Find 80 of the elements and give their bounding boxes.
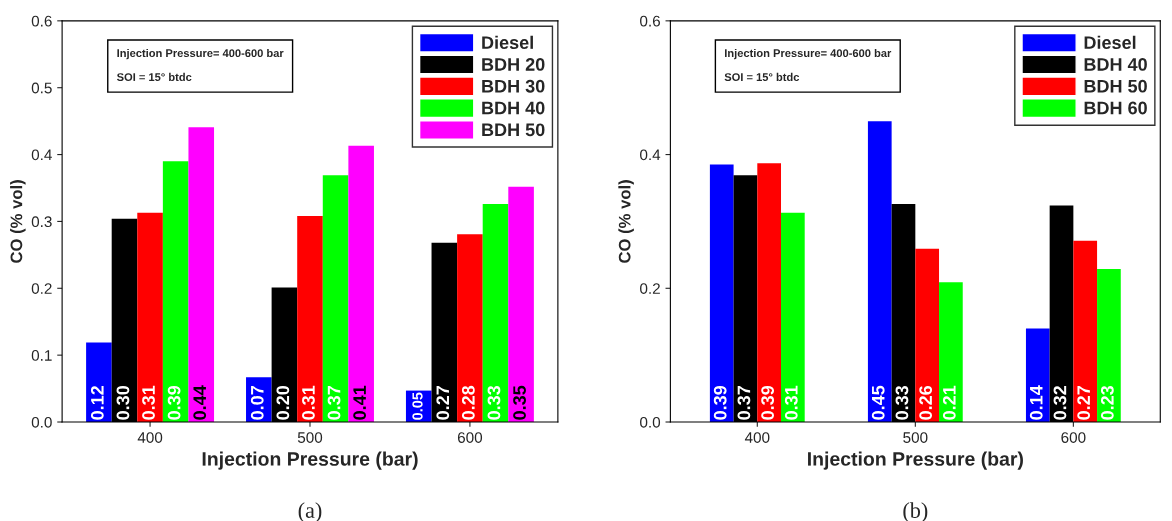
data-label: 0.33 (895, 385, 909, 420)
bar (709, 164, 734, 423)
legend-label: BDH 40 (482, 101, 545, 115)
bar (162, 161, 189, 423)
bar (322, 175, 349, 423)
data-label: 0.39 (761, 385, 775, 420)
data-label: 0.07 (250, 386, 264, 420)
x-tick-label: 600 (457, 432, 483, 443)
data-label: 0.32 (1053, 385, 1067, 420)
data-label: 0.37 (737, 386, 751, 420)
x-axis-title: Injection Pressure (bar) (808, 451, 1023, 470)
bar (1073, 240, 1098, 423)
data-label: 0.23 (1100, 385, 1114, 420)
data-label: 0.35 (513, 385, 526, 420)
data-label: 0.21 (942, 385, 956, 420)
y-tick-label: 0.0 (31, 416, 52, 428)
y-tick-label: 0.6 (31, 15, 52, 27)
bar (1097, 268, 1121, 423)
legend-label: BDH 40 (1084, 58, 1147, 71)
y-tick-label: 0.2 (31, 283, 52, 294)
y-tick-label: 0.4 (640, 149, 661, 161)
legend-label: BDH 20 (482, 58, 545, 71)
legend-label: Diesel (1084, 35, 1136, 49)
data-label: 0.39 (713, 385, 727, 420)
x-axis-title: Injection Pressure (bar) (202, 451, 418, 470)
bar (508, 186, 534, 423)
annotation: SOI = 15° btdc (116, 72, 192, 82)
y-axis-title: CO (% vol) (618, 180, 634, 263)
x-tick-label: 500 (297, 432, 323, 443)
data-label: 0.27 (436, 386, 450, 420)
y-tick-label: 0.3 (31, 216, 52, 228)
x-tick-label: 600 (1061, 432, 1086, 443)
y-tick-label: 0.1 (31, 350, 52, 361)
annotation: Injection Pressure= 400-600 bar (117, 48, 284, 60)
y-axis-title: CO (% vol) (10, 180, 26, 263)
y-tick-label: 0.0 (640, 416, 661, 428)
data-label: 0.12 (90, 385, 104, 420)
y-tick-label: 0.5 (31, 82, 52, 94)
data-label: 0.14 (1029, 385, 1043, 420)
data-label: 0.31 (302, 385, 315, 420)
data-label: 0.30 (116, 386, 130, 420)
bar (1025, 328, 1050, 423)
data-label: 0.44 (193, 385, 207, 420)
data-label: 0.33 (487, 385, 501, 420)
data-label: 0.31 (784, 385, 798, 420)
data-label: 0.45 (871, 385, 885, 420)
bar (757, 163, 782, 423)
bar (137, 212, 163, 423)
x-tick-label: 400 (137, 432, 163, 443)
legend-label: BDH 50 (1084, 79, 1147, 93)
bar (482, 204, 509, 423)
data-label: 0.28 (461, 385, 475, 420)
y-tick-label: 0.6 (640, 15, 660, 27)
bar (781, 212, 805, 423)
y-tick-label: 0.2 (640, 283, 660, 294)
bar (348, 145, 374, 423)
legend-label: BDH 30 (482, 79, 545, 93)
bar (915, 248, 940, 423)
x-tick-label: 500 (903, 432, 928, 443)
data-label: 0.27 (1077, 386, 1091, 420)
bar (939, 282, 963, 423)
data-label: 0.41 (353, 385, 367, 420)
legend-label: BDH 50 (482, 123, 545, 137)
x-tick-label: 400 (744, 432, 770, 443)
annotation: SOI = 15° btdc (724, 72, 800, 82)
data-label: 0.26 (919, 385, 933, 420)
data-label: 0.20 (276, 386, 290, 420)
bar (297, 216, 323, 423)
bar (86, 342, 112, 423)
bar (867, 121, 892, 423)
legend-label: BDH 60 (1084, 101, 1147, 115)
y-tick-label: 0.4 (31, 149, 52, 161)
bar (457, 234, 483, 423)
data-label: 0.37 (327, 386, 341, 420)
data-label: 0.39 (167, 385, 181, 420)
legend-label: Diesel (482, 35, 533, 49)
bar (188, 127, 215, 423)
annotation: Injection Pressure= 400-600 bar (725, 48, 892, 60)
data-label: 0.05 (412, 392, 423, 420)
data-label: 0.31 (142, 385, 155, 420)
